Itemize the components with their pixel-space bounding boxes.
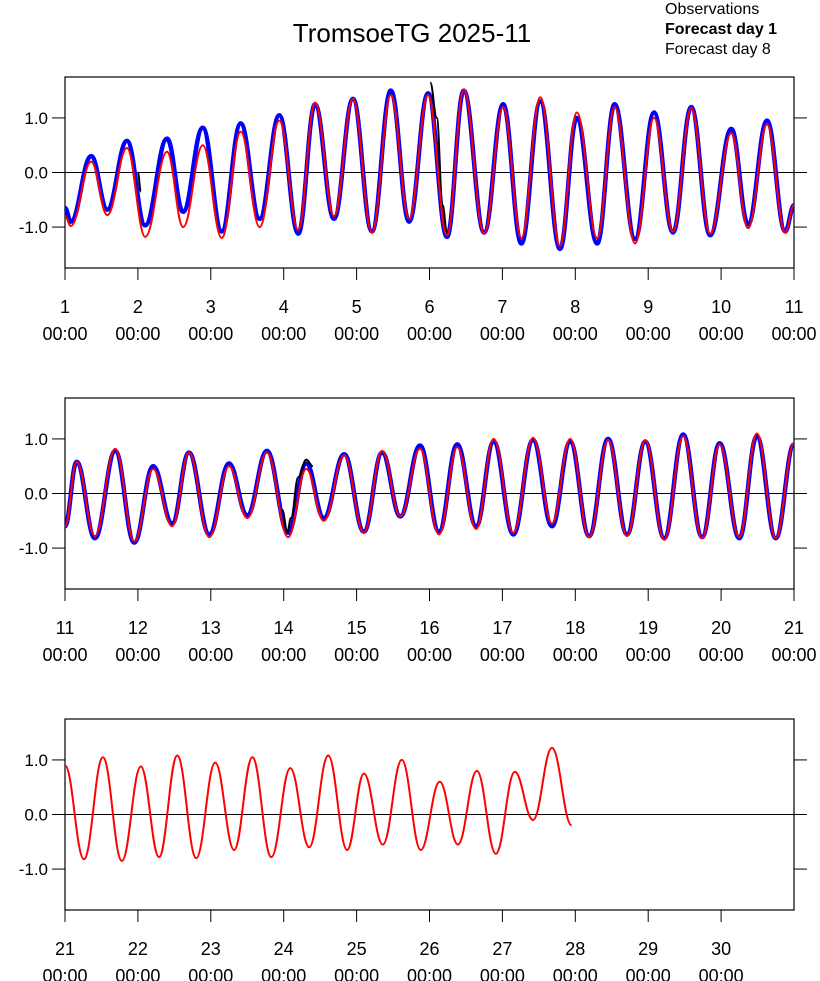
x-tick-label: 28: [565, 939, 585, 959]
x-tick-label: 10: [711, 297, 731, 317]
x-tick-label: 11: [56, 618, 75, 638]
x-tick-label: 00:00: [699, 324, 744, 344]
x-tick-label: 00:00: [115, 324, 160, 344]
x-tick-label: 30: [711, 939, 731, 959]
x-tick-label: 15: [347, 618, 367, 638]
x-tick-label: 00:00: [188, 645, 233, 665]
x-tick-label: 18: [565, 618, 585, 638]
x-tick-label: 00:00: [334, 645, 379, 665]
x-tick-label: 00:00: [553, 645, 598, 665]
x-tick-label: 00:00: [480, 966, 525, 981]
series-line: [63, 88, 797, 252]
y-tick-label: -1.0: [19, 218, 48, 237]
x-tick-label: 12: [128, 618, 148, 638]
x-tick-label: 00:00: [115, 645, 160, 665]
x-tick-label: 14: [274, 618, 294, 638]
x-tick-label: 22: [128, 939, 148, 959]
x-tick-label: 00:00: [699, 645, 744, 665]
series-line: [136, 81, 448, 234]
x-tick-label: 00:00: [42, 966, 87, 981]
series-line: [64, 746, 573, 862]
x-tick-label: 00:00: [261, 966, 306, 981]
y-tick-label: 1.0: [24, 109, 48, 128]
x-tick-label: 00:00: [334, 966, 379, 981]
y-tick-label: -1.0: [19, 539, 48, 558]
x-tick-label: 19: [638, 618, 658, 638]
series-line: [64, 88, 795, 248]
legend-entry: Forecast day 8: [665, 41, 771, 58]
y-tick-label: 0.0: [24, 485, 48, 504]
x-tick-label: 6: [424, 297, 434, 317]
x-tick-label: 00:00: [480, 645, 525, 665]
series-line: [281, 458, 314, 533]
x-tick-label: 26: [419, 939, 439, 959]
x-tick-label: 00:00: [553, 324, 598, 344]
x-tick-label: 00:00: [42, 645, 87, 665]
x-tick-label: 29: [638, 939, 658, 959]
legend-entry: Observations: [665, 1, 759, 18]
x-tick-label: 00:00: [42, 324, 87, 344]
x-tick-label: 8: [570, 297, 580, 317]
x-tick-label: 20: [711, 618, 731, 638]
x-tick-label: 00:00: [771, 645, 816, 665]
x-tick-label: 1: [60, 297, 70, 317]
x-tick-label: 17: [492, 618, 512, 638]
x-tick-label: 00:00: [626, 645, 671, 665]
y-tick-label: 0.0: [24, 806, 48, 825]
x-tick-label: 9: [643, 297, 653, 317]
x-tick-label: 25: [347, 939, 367, 959]
x-tick-label: 00:00: [699, 966, 744, 981]
x-tick-label: 00:00: [626, 324, 671, 344]
x-tick-label: 21: [784, 618, 804, 638]
legend-entry: Forecast day 1: [665, 21, 777, 38]
x-tick-label: 21: [55, 939, 75, 959]
x-tick-label: 00:00: [407, 966, 452, 981]
x-tick-label: 00:00: [188, 324, 233, 344]
x-tick-label: 00:00: [407, 324, 452, 344]
x-tick-label: 16: [419, 618, 439, 638]
x-tick-label: 7: [497, 297, 507, 317]
x-tick-label: 4: [279, 297, 289, 317]
x-tick-label: 5: [352, 297, 362, 317]
x-tick-label: 13: [201, 618, 221, 638]
x-tick-label: 00:00: [261, 645, 306, 665]
x-tick-label: 00:00: [261, 324, 306, 344]
x-tick-label: 2: [133, 297, 143, 317]
x-tick-label: 27: [492, 939, 512, 959]
y-tick-label: 1.0: [24, 430, 48, 449]
x-tick-label: 00:00: [115, 966, 160, 981]
x-tick-label: 00:00: [771, 324, 816, 344]
chart-title: TromsoeTG 2025-11: [293, 18, 531, 48]
x-tick-label: 00:00: [626, 966, 671, 981]
y-tick-label: -1.0: [19, 860, 48, 879]
x-tick-label: 3: [206, 297, 216, 317]
y-tick-label: 0.0: [24, 164, 48, 183]
x-tick-label: 23: [201, 939, 221, 959]
x-tick-label: 00:00: [407, 645, 452, 665]
x-tick-label: 00:00: [553, 966, 598, 981]
x-tick-label: 00:00: [480, 324, 525, 344]
x-tick-label: 00:00: [188, 966, 233, 981]
x-tick-label: 00:00: [334, 324, 379, 344]
x-tick-label: 24: [274, 939, 294, 959]
y-tick-label: 1.0: [24, 751, 48, 770]
x-tick-label: 11: [785, 297, 804, 317]
series-line: [64, 432, 795, 543]
